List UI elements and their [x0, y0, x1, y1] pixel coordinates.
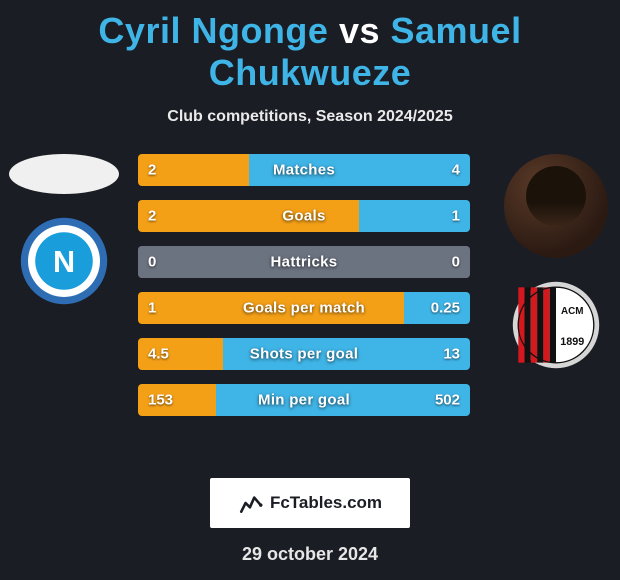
- stat-label: Min per goal: [138, 392, 470, 409]
- brand-badge: FcTables.com: [210, 478, 410, 528]
- left-player-column: N: [4, 154, 124, 306]
- subtitle: Club competitions, Season 2024/2025: [0, 108, 620, 126]
- comparison-content: N 24Matches 21Goals 00Hattricks 10.25Goals …: [0, 154, 620, 454]
- player2-club-logo: ACM 1899: [511, 280, 601, 370]
- svg-text:1899: 1899: [560, 336, 584, 348]
- player1-avatar: [9, 154, 119, 194]
- player1-name: Cyril Ngonge: [98, 10, 328, 51]
- stat-row: 4.513Shots per goal: [138, 338, 470, 370]
- stat-row: 153502Min per goal: [138, 384, 470, 416]
- stat-row: 00Hattricks: [138, 246, 470, 278]
- brand-text: FcTables.com: [270, 493, 382, 513]
- right-player-column: ACM 1899: [496, 154, 616, 370]
- stat-row: 10.25Goals per match: [138, 292, 470, 324]
- stat-row: 21Goals: [138, 200, 470, 232]
- brand-icon: [238, 490, 264, 516]
- stat-label: Goals: [138, 208, 470, 225]
- svg-text:ACM: ACM: [561, 306, 584, 317]
- player2-avatar: [504, 154, 608, 258]
- stat-label: Goals per match: [138, 300, 470, 317]
- stat-bars: 24Matches 21Goals 00Hattricks 10.25Goals pe…: [138, 154, 470, 416]
- stat-label: Hattricks: [138, 254, 470, 271]
- stat-label: Matches: [138, 162, 470, 179]
- svg-text:N: N: [53, 245, 75, 279]
- player1-club-logo: N: [19, 216, 109, 306]
- vs-text: vs: [339, 10, 380, 51]
- comparison-title: Cyril Ngonge vs Samuel Chukwueze: [0, 0, 620, 94]
- stat-label: Shots per goal: [138, 346, 470, 363]
- stat-row: 24Matches: [138, 154, 470, 186]
- date: 29 october 2024: [0, 544, 620, 565]
